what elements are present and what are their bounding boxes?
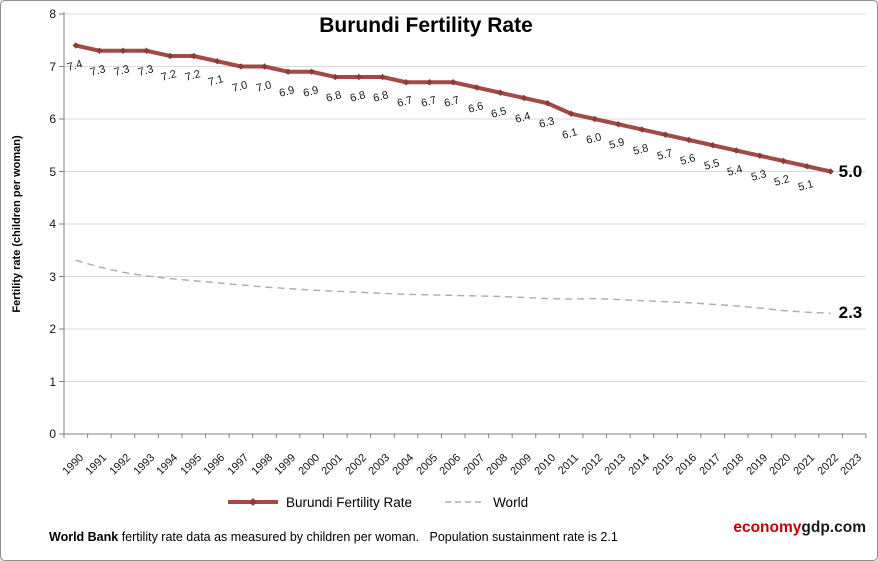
burundi-marker-2020 bbox=[780, 157, 787, 165]
burundi-marker-2019 bbox=[756, 152, 764, 159]
burundi-marker-1991 bbox=[96, 47, 103, 54]
legend-label-burundi: Burundi Fertility Rate bbox=[286, 494, 413, 510]
y-tick-label-7: 7 bbox=[49, 59, 56, 74]
burundi-marker-2001 bbox=[332, 73, 339, 81]
burundi-marker-2003 bbox=[379, 73, 386, 81]
world-end-label: 2.3 bbox=[838, 303, 863, 323]
burundi-marker-1999 bbox=[284, 68, 292, 75]
burundi-marker-2021 bbox=[803, 163, 811, 170]
y-tick-label-2: 2 bbox=[49, 322, 56, 336]
burundi-marker-2002 bbox=[355, 73, 363, 81]
burundi-marker-2011 bbox=[567, 110, 575, 117]
burundi-marker-2016 bbox=[685, 136, 693, 144]
burundi-marker-1995 bbox=[190, 52, 197, 60]
legend: Burundi Fertility Rate World bbox=[227, 492, 528, 512]
burundi-marker-2017 bbox=[709, 142, 716, 149]
burundi-marker-2010 bbox=[544, 100, 551, 107]
y-axis-title: Fertility rate (children per woman) bbox=[11, 135, 23, 313]
burundi-marker-1998 bbox=[261, 63, 268, 70]
burundi-marker-1990 bbox=[72, 42, 79, 49]
burundi-marker-1992 bbox=[119, 47, 127, 54]
y-tick-label-0: 0 bbox=[49, 427, 56, 441]
watermark-economy: economy bbox=[733, 519, 802, 536]
burundi-marker-1994 bbox=[166, 52, 174, 60]
legend-world-dash-icon bbox=[445, 501, 486, 503]
burundi-marker-2000 bbox=[308, 68, 315, 75]
burundi-marker-2005 bbox=[426, 79, 433, 86]
burundi-marker-2022 bbox=[827, 168, 834, 175]
source-note: World Bank fertility rate data as measur… bbox=[49, 530, 618, 544]
burundi-marker-2006 bbox=[450, 79, 457, 86]
burundi-marker-1993 bbox=[143, 47, 150, 54]
burundi-marker-2008 bbox=[497, 89, 504, 96]
source-note-text: fertility rate data as measured by child… bbox=[118, 530, 618, 544]
burundi-end-label: 5.0 bbox=[838, 161, 863, 181]
y-tick-label-4: 4 bbox=[49, 217, 56, 231]
burundi-marker-2009 bbox=[520, 94, 528, 102]
y-tick-label-8: 8 bbox=[49, 7, 56, 21]
burundi-marker-2015 bbox=[662, 131, 669, 138]
burundi-marker-2018 bbox=[733, 147, 740, 154]
burundi-marker-1997 bbox=[237, 63, 245, 70]
watermark-gdpcom: gdp.com bbox=[801, 519, 866, 536]
burundi-marker-2004 bbox=[402, 79, 410, 86]
burundi-marker-2012 bbox=[591, 115, 598, 123]
y-tick-label-3: 3 bbox=[49, 269, 56, 284]
world-line bbox=[75, 259, 831, 314]
source-note-bold: World Bank bbox=[49, 530, 119, 544]
burundi-marker-2013 bbox=[615, 121, 622, 128]
chart-title: Burundi Fertility Rate bbox=[319, 14, 533, 37]
legend-burundi-line-icon bbox=[228, 498, 278, 506]
y-tick-label-5: 5 bbox=[49, 164, 56, 179]
watermark-logo: economygdp.com bbox=[733, 519, 866, 537]
y-tick-label-1: 1 bbox=[49, 374, 56, 389]
legend-label-world: World bbox=[493, 494, 529, 510]
burundi-marker-2007 bbox=[473, 84, 480, 91]
burundi-marker-2014 bbox=[638, 126, 646, 133]
burundi-marker-1996 bbox=[214, 58, 221, 65]
y-tick-label-6: 6 bbox=[49, 112, 56, 126]
